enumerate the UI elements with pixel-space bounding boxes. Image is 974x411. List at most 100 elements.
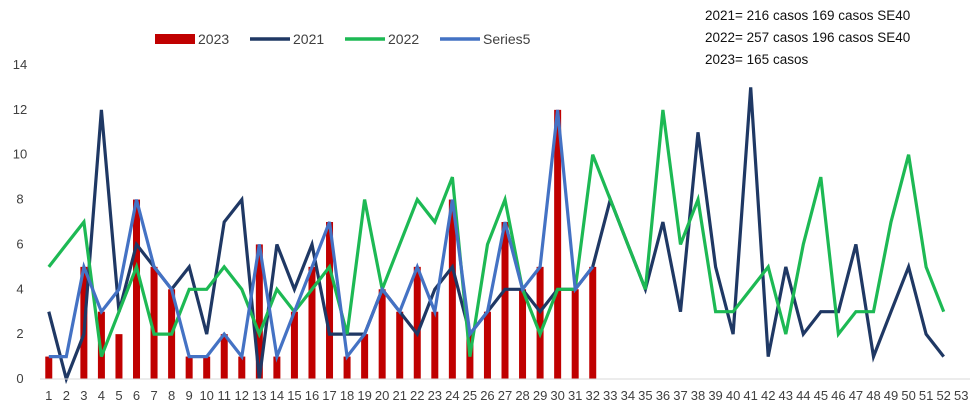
x-tick-label: 6 [133,388,140,403]
legend-swatch-2023 [155,34,195,44]
series-line-2022 [47,109,946,358]
bar-2023 [413,266,421,379]
bar-2023 [571,289,579,379]
x-tick-label: 29 [533,388,547,403]
x-tick-label: 3 [80,388,87,403]
bar-2023 [361,334,369,379]
bar-2023 [536,266,544,379]
legend-label-2023: 2023 [198,31,229,47]
y-tick-label: 12 [13,102,27,117]
y-tick-label: 4 [16,281,23,296]
bar-2023 [554,109,562,379]
x-tick-label: 36 [656,388,670,403]
x-tick-label: 24 [445,388,459,403]
y-tick-label: 14 [13,57,27,72]
bar-2023 [220,334,228,379]
bar-2023 [45,356,53,379]
x-tick-label: 27 [498,388,512,403]
x-tick-label: 11 [217,388,231,403]
bar-2023 [519,289,527,379]
x-tick-label: 18 [340,388,354,403]
x-tick-label: 42 [761,388,775,403]
bar-2023 [308,266,316,379]
legend-label-2022: 2022 [388,31,419,47]
bar-2023 [203,356,211,379]
x-tick-label: 16 [305,388,319,403]
y-axis-ticks: 0 2 4 6 8 10 12 14 [13,57,27,386]
x-tick-label: 52 [936,388,950,403]
y-tick-label: 10 [13,147,27,162]
x-tick-label: 8 [168,388,175,403]
x-tick-label: 19 [357,388,371,403]
x-tick-label: 30 [550,388,564,403]
bar-2023 [501,222,509,379]
x-tick-label: 31 [568,388,582,403]
series-line-2021 [47,87,945,385]
legend: 2023 2021 2022 Series5 [155,31,531,47]
bar-2023 [431,311,439,379]
x-tick-label: 7 [150,388,157,403]
x-tick-label: 32 [586,388,600,403]
y-tick-label: 6 [16,236,23,251]
bar-2023 [290,311,298,379]
x-tick-label: 1 [45,388,52,403]
bar-2023 [255,244,263,379]
x-tick-label: 43 [779,388,793,403]
x-tick-label: 47 [849,388,863,403]
x-axis-ticks: 1 2 3 4 5 6 7 8 9 10 11 12 13 14 15 16 17 18 19 20 21 22 23 24 2… [45,388,968,403]
x-tick-label: 4 [98,388,105,403]
x-tick-label: 9 [186,388,193,403]
x-tick-label: 23 [428,388,442,403]
x-tick-label: 10 [199,388,213,403]
bar-2023 [150,266,158,379]
x-tick-label: 21 [392,388,406,403]
x-tick-label: 40 [726,388,740,403]
annotation-2023: 2023= 165 casos [705,52,809,67]
bar-2023 [448,199,456,379]
x-tick-label: 22 [410,388,424,403]
x-tick-label: 45 [814,388,828,403]
annotation-2022: 2022= 257 casos 196 casos SE40 [705,30,911,45]
bar-2023 [238,356,246,379]
x-tick-label: 17 [322,388,336,403]
x-tick-label: 14 [270,388,284,403]
bar-2023 [343,356,351,379]
x-tick-label: 38 [691,388,705,403]
x-tick-label: 28 [515,388,529,403]
x-tick-label: 37 [673,388,687,403]
legend-label-series5: Series5 [483,31,531,47]
bar-2023 [185,356,193,379]
x-tick-label: 2 [63,388,70,403]
bar-2023 [483,311,491,379]
x-tick-label: 46 [831,388,845,403]
x-tick-label: 26 [480,388,494,403]
bar-2023 [589,266,597,379]
bar-2023 [273,356,281,379]
y-tick-label: 0 [16,371,23,386]
x-tick-label: 41 [743,388,757,403]
x-tick-label: 25 [463,388,477,403]
bar-2023 [326,222,334,379]
bar-2023 [133,199,141,379]
x-tick-label: 44 [796,388,810,403]
x-tick-label: 15 [287,388,301,403]
x-tick-label: 33 [603,388,617,403]
bar-2023 [378,289,386,379]
x-tick-label: 48 [866,388,880,403]
x-tick-label: 5 [115,388,122,403]
x-tick-label: 12 [235,388,249,403]
x-tick-label: 35 [638,388,652,403]
x-tick-label: 39 [708,388,722,403]
x-tick-label: 49 [884,388,898,403]
x-tick-label: 53 [954,388,968,403]
y-tick-label: 8 [16,192,23,207]
y-tick-label: 2 [16,326,23,341]
x-tick-label: 51 [919,388,933,403]
series-lines [47,87,946,385]
annotation-2021: 2021= 216 casos 169 casos SE40 [705,8,911,23]
legend-label-2021: 2021 [293,31,324,47]
x-tick-label: 34 [621,388,635,403]
x-tick-label: 20 [375,388,389,403]
bar-2023 [396,311,404,379]
